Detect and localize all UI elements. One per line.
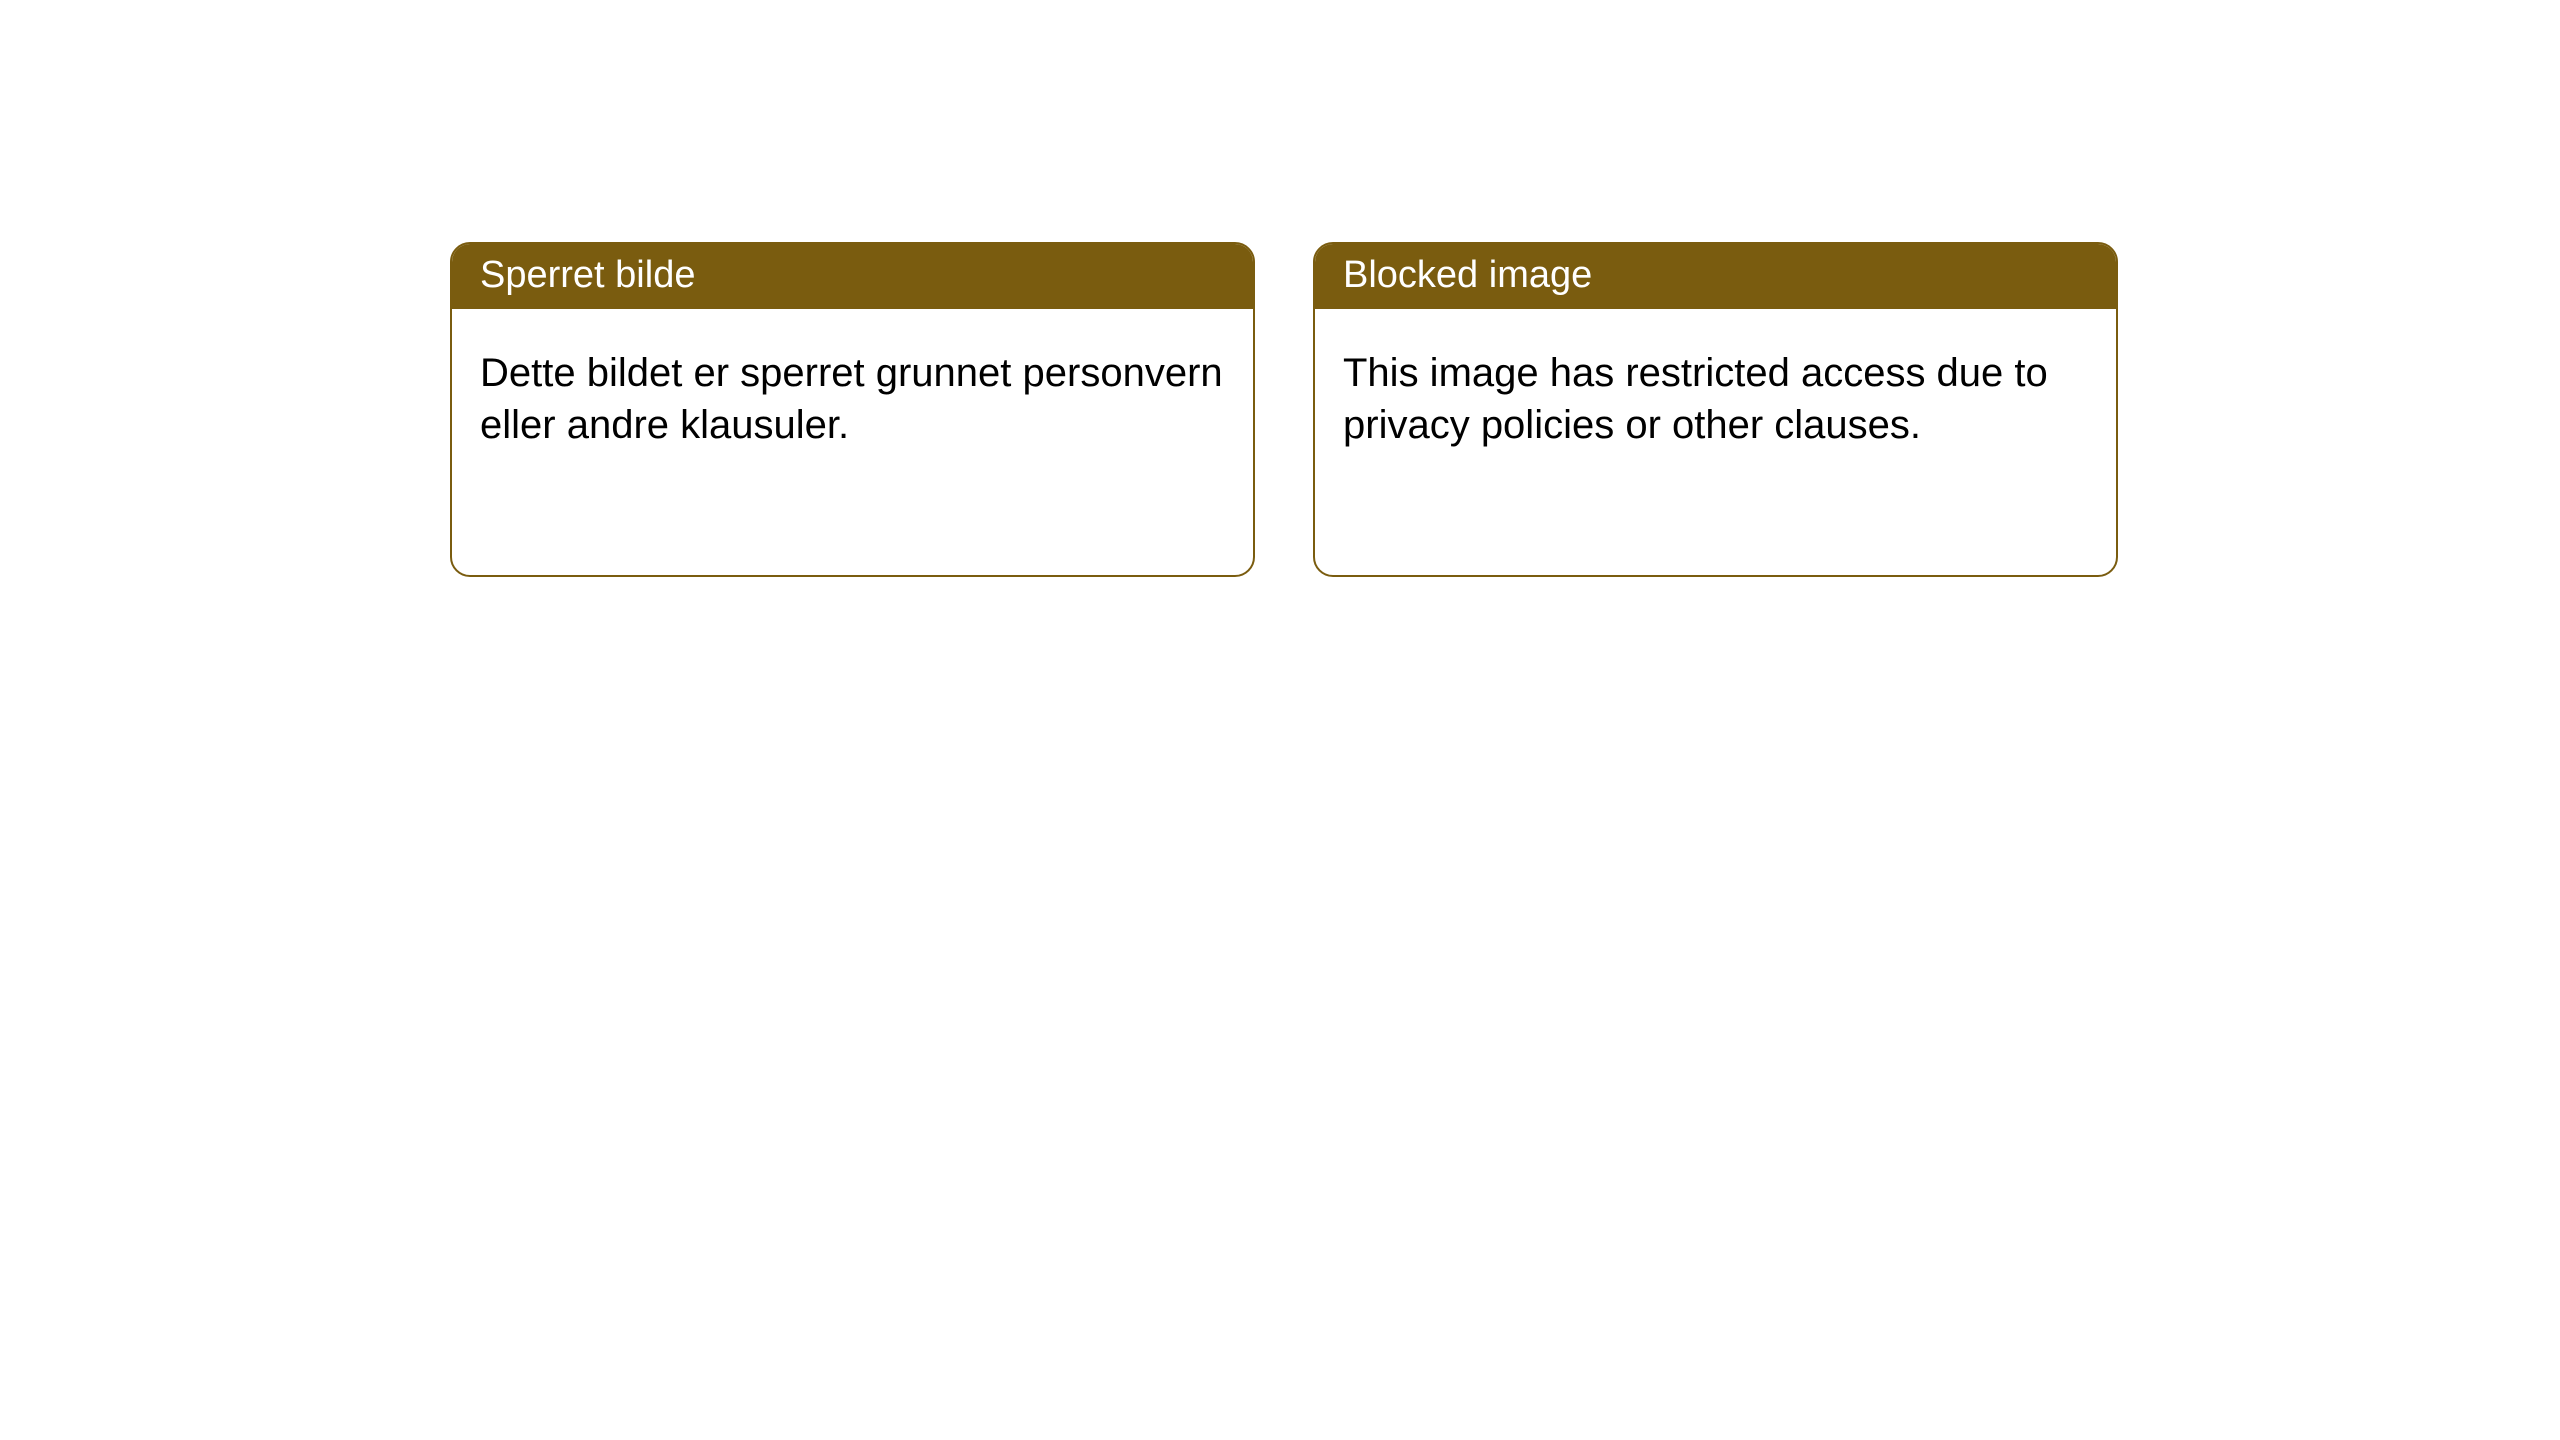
card-header: Sperret bilde	[452, 244, 1253, 309]
notice-card-norwegian: Sperret bilde Dette bildet er sperret gr…	[450, 242, 1255, 577]
notice-card-english: Blocked image This image has restricted …	[1313, 242, 2118, 577]
card-body-text: This image has restricted access due to …	[1343, 351, 2048, 447]
card-title: Blocked image	[1343, 254, 1592, 296]
card-title: Sperret bilde	[480, 254, 695, 296]
card-body: Dette bildet er sperret grunnet personve…	[452, 309, 1253, 489]
card-header: Blocked image	[1315, 244, 2116, 309]
card-body-text: Dette bildet er sperret grunnet personve…	[480, 351, 1223, 447]
card-body: This image has restricted access due to …	[1315, 309, 2116, 489]
notice-container: Sperret bilde Dette bildet er sperret gr…	[0, 0, 2560, 577]
